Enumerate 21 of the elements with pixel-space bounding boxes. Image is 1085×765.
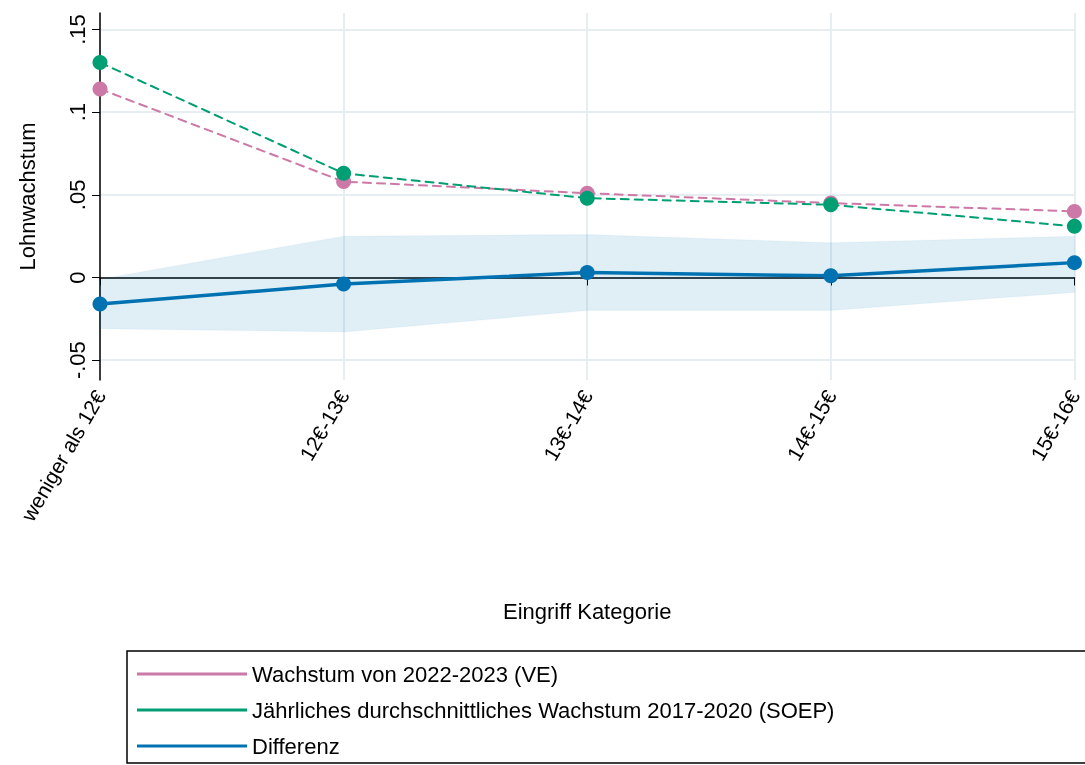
y-tick-label: -.05: [64, 341, 90, 380]
point: [579, 265, 595, 281]
legend-label: Wachstum von 2022-2023 (VE): [252, 661, 559, 687]
legend-label: Jährliches durchschnittliches Wachstum 2017-2020 (SOEP): [252, 697, 835, 723]
point: [92, 81, 108, 97]
y-tick-label: 0: [64, 271, 90, 284]
point: [336, 165, 352, 181]
point: [92, 55, 108, 71]
point: [579, 190, 595, 206]
point: [1066, 255, 1082, 271]
y-tick-label: .15: [64, 14, 90, 45]
point: [1066, 218, 1082, 234]
point: [1066, 203, 1082, 219]
x-axis-title: Eingriff Kategorie: [503, 598, 672, 624]
y-tick-label: .05: [64, 179, 90, 211]
point: [92, 296, 108, 312]
legend-label: Differenz: [252, 733, 340, 759]
y-tick-label: .1: [64, 103, 90, 122]
point: [336, 276, 352, 292]
point: [823, 268, 839, 284]
y-axis-title: Lohnwachstum: [14, 122, 40, 271]
